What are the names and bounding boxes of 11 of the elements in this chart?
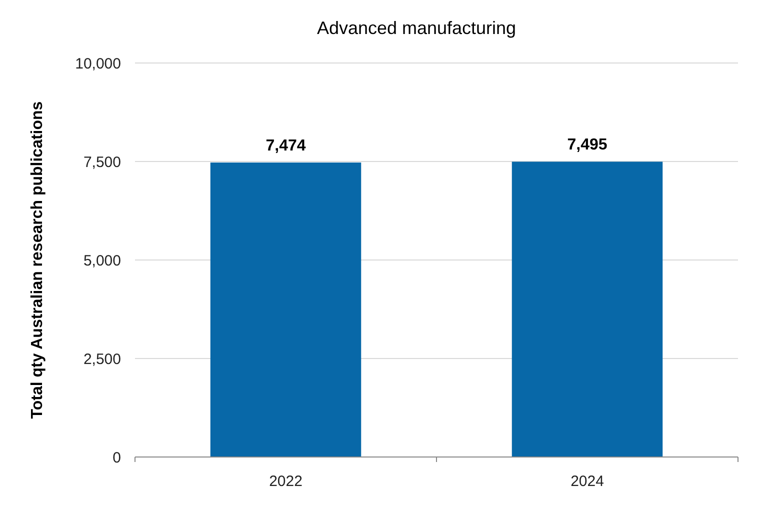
x-tick-label: 2022 [269,473,302,490]
y-tick-label: 0 [112,449,121,466]
data-label: 7,495 [567,136,608,154]
data-label: 7,474 [266,138,306,155]
y-axis-title: Total qty Australian research publications [29,101,46,419]
y-tick-label: 5,000 [83,252,121,270]
chart-title: Advanced manufacturing [316,18,516,38]
y-tick-label: 2,500 [83,350,121,368]
x-tick-label: 2024 [570,473,604,490]
y-tick-label: 10,000 [75,55,121,72]
y-tick-label: 7,500 [83,154,121,171]
